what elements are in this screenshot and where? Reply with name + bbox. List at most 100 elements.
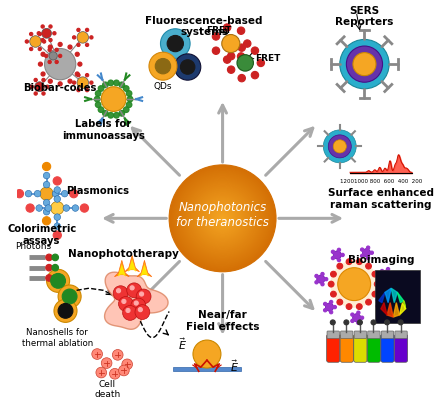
Circle shape (328, 282, 334, 287)
Text: Near/far
Field effects: Near/far Field effects (186, 310, 259, 331)
Circle shape (46, 254, 52, 261)
Circle shape (357, 321, 360, 325)
Text: Nanophotonics
for theranostics: Nanophotonics for theranostics (176, 201, 269, 229)
Circle shape (108, 81, 114, 87)
FancyBboxPatch shape (381, 331, 394, 339)
Circle shape (41, 29, 51, 39)
Circle shape (382, 307, 385, 310)
Circle shape (204, 200, 241, 237)
Circle shape (178, 174, 267, 263)
Polygon shape (393, 303, 400, 317)
Circle shape (223, 57, 231, 64)
Circle shape (257, 60, 264, 67)
Circle shape (370, 252, 373, 255)
Circle shape (222, 218, 223, 220)
Circle shape (98, 86, 104, 92)
Circle shape (113, 286, 128, 301)
Text: Nanophototherapy: Nanophototherapy (68, 249, 179, 259)
Circle shape (149, 53, 177, 81)
Text: Cell
death: Cell death (94, 379, 120, 398)
Circle shape (331, 257, 334, 260)
Circle shape (45, 50, 76, 81)
Circle shape (203, 199, 242, 238)
Circle shape (51, 274, 66, 289)
Circle shape (122, 359, 132, 370)
Circle shape (189, 185, 256, 253)
Circle shape (353, 54, 376, 76)
Circle shape (41, 53, 45, 57)
Circle shape (103, 111, 108, 117)
Circle shape (380, 270, 384, 273)
Polygon shape (115, 261, 129, 277)
Circle shape (127, 97, 133, 103)
Circle shape (372, 272, 378, 278)
Circle shape (173, 170, 272, 268)
Circle shape (101, 88, 126, 112)
Circle shape (54, 196, 61, 203)
Circle shape (212, 48, 220, 55)
Circle shape (80, 204, 88, 213)
Circle shape (193, 190, 252, 248)
Circle shape (114, 113, 120, 119)
Circle shape (371, 320, 376, 325)
Circle shape (356, 304, 362, 310)
Circle shape (191, 188, 254, 250)
Circle shape (333, 140, 347, 154)
Circle shape (75, 73, 79, 77)
Circle shape (77, 74, 80, 78)
Circle shape (58, 55, 62, 58)
Circle shape (127, 283, 141, 298)
Circle shape (351, 313, 354, 316)
Circle shape (140, 292, 144, 297)
Circle shape (42, 163, 51, 171)
Circle shape (206, 202, 240, 236)
Circle shape (134, 301, 138, 305)
Circle shape (356, 259, 362, 265)
Circle shape (212, 208, 233, 230)
Circle shape (219, 215, 226, 222)
Circle shape (382, 297, 385, 300)
FancyBboxPatch shape (326, 335, 340, 362)
Circle shape (386, 302, 389, 305)
Circle shape (175, 172, 270, 266)
Circle shape (46, 86, 49, 89)
Circle shape (330, 301, 333, 304)
Circle shape (323, 131, 356, 164)
FancyBboxPatch shape (354, 331, 367, 339)
Text: Labels for
immunoassays: Labels for immunoassays (62, 119, 145, 140)
Circle shape (36, 205, 42, 212)
Polygon shape (379, 293, 385, 303)
Circle shape (172, 168, 273, 269)
Circle shape (217, 214, 228, 224)
Circle shape (52, 265, 58, 271)
Text: 12001000 800  600  400  200: 12001000 800 600 400 200 (340, 178, 422, 184)
Circle shape (58, 43, 62, 47)
Circle shape (37, 33, 41, 36)
Circle shape (48, 49, 51, 52)
Circle shape (30, 86, 33, 89)
Circle shape (330, 261, 378, 308)
Circle shape (42, 93, 45, 96)
Circle shape (95, 102, 101, 108)
Circle shape (326, 303, 334, 311)
Circle shape (184, 180, 261, 257)
FancyBboxPatch shape (340, 335, 353, 362)
Circle shape (215, 212, 230, 226)
Circle shape (40, 188, 53, 201)
Circle shape (182, 178, 264, 260)
Circle shape (43, 200, 50, 206)
Circle shape (43, 209, 50, 216)
Text: Nanoshells for
thermal ablation: Nanoshells for thermal ablation (22, 328, 93, 347)
Circle shape (41, 73, 45, 77)
Circle shape (357, 311, 360, 315)
Circle shape (138, 308, 142, 312)
Circle shape (198, 194, 248, 244)
Circle shape (15, 190, 24, 198)
Circle shape (338, 268, 371, 301)
Circle shape (34, 93, 37, 96)
Circle shape (220, 216, 225, 221)
Circle shape (171, 167, 274, 271)
Circle shape (341, 254, 344, 257)
Circle shape (315, 281, 318, 284)
Circle shape (351, 320, 354, 323)
